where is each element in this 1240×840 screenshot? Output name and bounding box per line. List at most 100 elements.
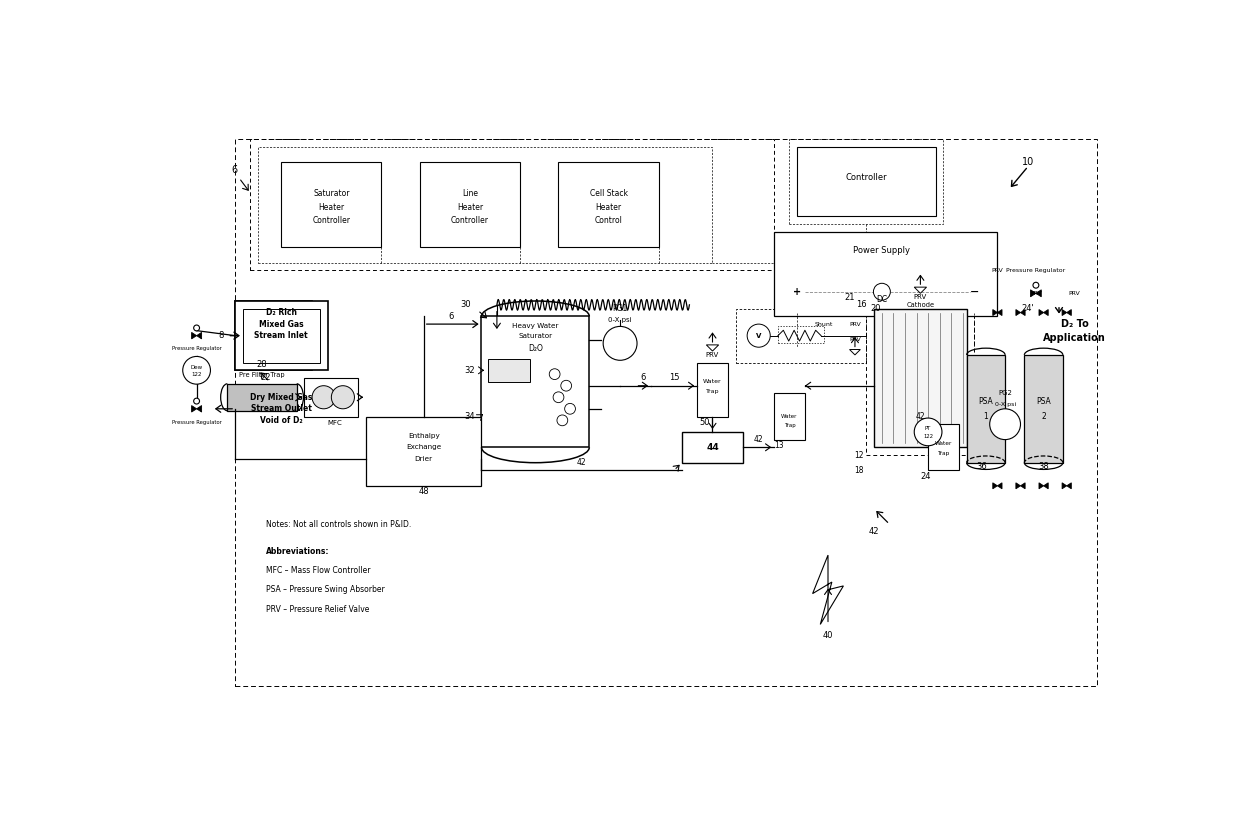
- Polygon shape: [993, 310, 997, 316]
- Text: PSA: PSA: [978, 396, 993, 406]
- Text: Water: Water: [781, 414, 797, 419]
- Text: PG1: PG1: [613, 304, 627, 313]
- FancyBboxPatch shape: [243, 308, 320, 363]
- Text: PRV: PRV: [706, 352, 719, 358]
- FancyBboxPatch shape: [236, 301, 327, 370]
- Polygon shape: [1039, 483, 1044, 489]
- Polygon shape: [997, 483, 1002, 489]
- Text: V: V: [756, 333, 761, 339]
- Text: Controller: Controller: [312, 217, 351, 225]
- Polygon shape: [707, 345, 719, 351]
- Polygon shape: [1039, 310, 1044, 316]
- Text: 32: 32: [465, 365, 475, 375]
- Text: Pressure Regulator: Pressure Regulator: [171, 420, 222, 425]
- Circle shape: [193, 325, 200, 331]
- FancyBboxPatch shape: [281, 162, 382, 247]
- Circle shape: [549, 369, 560, 380]
- FancyBboxPatch shape: [1024, 354, 1063, 463]
- Text: Heavy Water: Heavy Water: [512, 323, 559, 328]
- Text: Saturator: Saturator: [518, 333, 553, 339]
- Text: Exchange: Exchange: [407, 444, 441, 450]
- Text: Trap: Trap: [937, 451, 950, 456]
- Polygon shape: [1016, 310, 1021, 316]
- Text: 38: 38: [1038, 462, 1049, 471]
- Text: 12: 12: [854, 450, 863, 459]
- Text: Heater: Heater: [319, 202, 345, 212]
- Text: 16: 16: [856, 301, 867, 309]
- FancyBboxPatch shape: [420, 162, 520, 247]
- Text: PRV: PRV: [914, 294, 928, 300]
- Text: Pressure Regulator: Pressure Regulator: [171, 346, 222, 351]
- Text: Heater: Heater: [595, 202, 621, 212]
- Polygon shape: [1021, 310, 1025, 316]
- Text: Power Supply: Power Supply: [853, 246, 910, 255]
- Text: 20: 20: [870, 304, 880, 313]
- Text: PRV: PRV: [849, 337, 861, 342]
- Text: Notes: Not all controls shown in P&ID.: Notes: Not all controls shown in P&ID.: [265, 520, 412, 529]
- Text: MFC: MFC: [327, 420, 342, 426]
- Text: 1: 1: [983, 412, 988, 421]
- Polygon shape: [1035, 290, 1042, 297]
- Text: 2: 2: [1042, 412, 1047, 421]
- Text: Control: Control: [595, 217, 622, 225]
- Polygon shape: [192, 406, 197, 412]
- Text: Water: Water: [935, 441, 952, 446]
- Polygon shape: [993, 483, 997, 489]
- Circle shape: [193, 398, 200, 404]
- Polygon shape: [849, 349, 861, 354]
- Text: PRV: PRV: [1030, 291, 1042, 296]
- Text: Pressure Regulator: Pressure Regulator: [1007, 268, 1065, 273]
- Polygon shape: [197, 406, 202, 412]
- Polygon shape: [1044, 483, 1048, 489]
- Polygon shape: [997, 310, 1002, 316]
- Text: 28: 28: [257, 360, 268, 369]
- Text: 24': 24': [1022, 304, 1034, 313]
- Text: PRV – Pressure Relief Valve: PRV – Pressure Relief Valve: [265, 605, 370, 613]
- Text: Dry Mixed Gas: Dry Mixed Gas: [250, 393, 312, 402]
- Circle shape: [603, 327, 637, 360]
- FancyBboxPatch shape: [697, 363, 728, 417]
- FancyBboxPatch shape: [366, 417, 481, 486]
- Text: MFC – Mass Flow Controller: MFC – Mass Flow Controller: [265, 566, 371, 575]
- FancyBboxPatch shape: [227, 384, 296, 411]
- Text: PG2: PG2: [998, 391, 1012, 396]
- Text: Stream Outlet: Stream Outlet: [250, 404, 311, 413]
- Text: 30: 30: [461, 301, 471, 309]
- Text: 122: 122: [191, 372, 202, 377]
- Polygon shape: [1044, 310, 1048, 316]
- Text: 0-X psi: 0-X psi: [994, 402, 1016, 407]
- Polygon shape: [1066, 483, 1071, 489]
- Text: Line: Line: [463, 189, 477, 197]
- Text: Stream Inlet: Stream Inlet: [254, 331, 308, 340]
- Polygon shape: [197, 333, 202, 339]
- Text: Void of D₂: Void of D₂: [260, 416, 303, 425]
- Text: 48: 48: [418, 487, 429, 496]
- Text: 42: 42: [754, 435, 764, 444]
- Text: 34: 34: [465, 412, 475, 421]
- Polygon shape: [914, 287, 926, 293]
- Text: 50: 50: [699, 418, 711, 428]
- FancyBboxPatch shape: [236, 301, 312, 370]
- FancyBboxPatch shape: [797, 147, 936, 216]
- Text: Enthalpy: Enthalpy: [408, 433, 440, 438]
- Text: Shunt: Shunt: [815, 322, 833, 327]
- FancyBboxPatch shape: [928, 424, 959, 470]
- FancyBboxPatch shape: [967, 354, 1006, 463]
- Text: Application: Application: [1043, 333, 1106, 343]
- Text: PSA: PSA: [1037, 396, 1052, 406]
- Polygon shape: [1063, 310, 1066, 316]
- FancyBboxPatch shape: [481, 317, 589, 447]
- Text: 18: 18: [854, 466, 863, 475]
- Text: Water: Water: [703, 380, 722, 385]
- FancyBboxPatch shape: [487, 359, 529, 382]
- Text: PRV: PRV: [992, 268, 1003, 273]
- Polygon shape: [812, 555, 843, 624]
- FancyBboxPatch shape: [774, 232, 997, 317]
- Text: PSA – Pressure Swing Absorber: PSA – Pressure Swing Absorber: [265, 585, 384, 594]
- Text: 21: 21: [844, 292, 854, 302]
- Circle shape: [748, 324, 770, 347]
- Text: Trap: Trap: [706, 390, 719, 394]
- Text: Pre Filter Trap: Pre Filter Trap: [239, 371, 285, 377]
- Text: 42: 42: [869, 528, 879, 537]
- Text: 36: 36: [977, 462, 987, 471]
